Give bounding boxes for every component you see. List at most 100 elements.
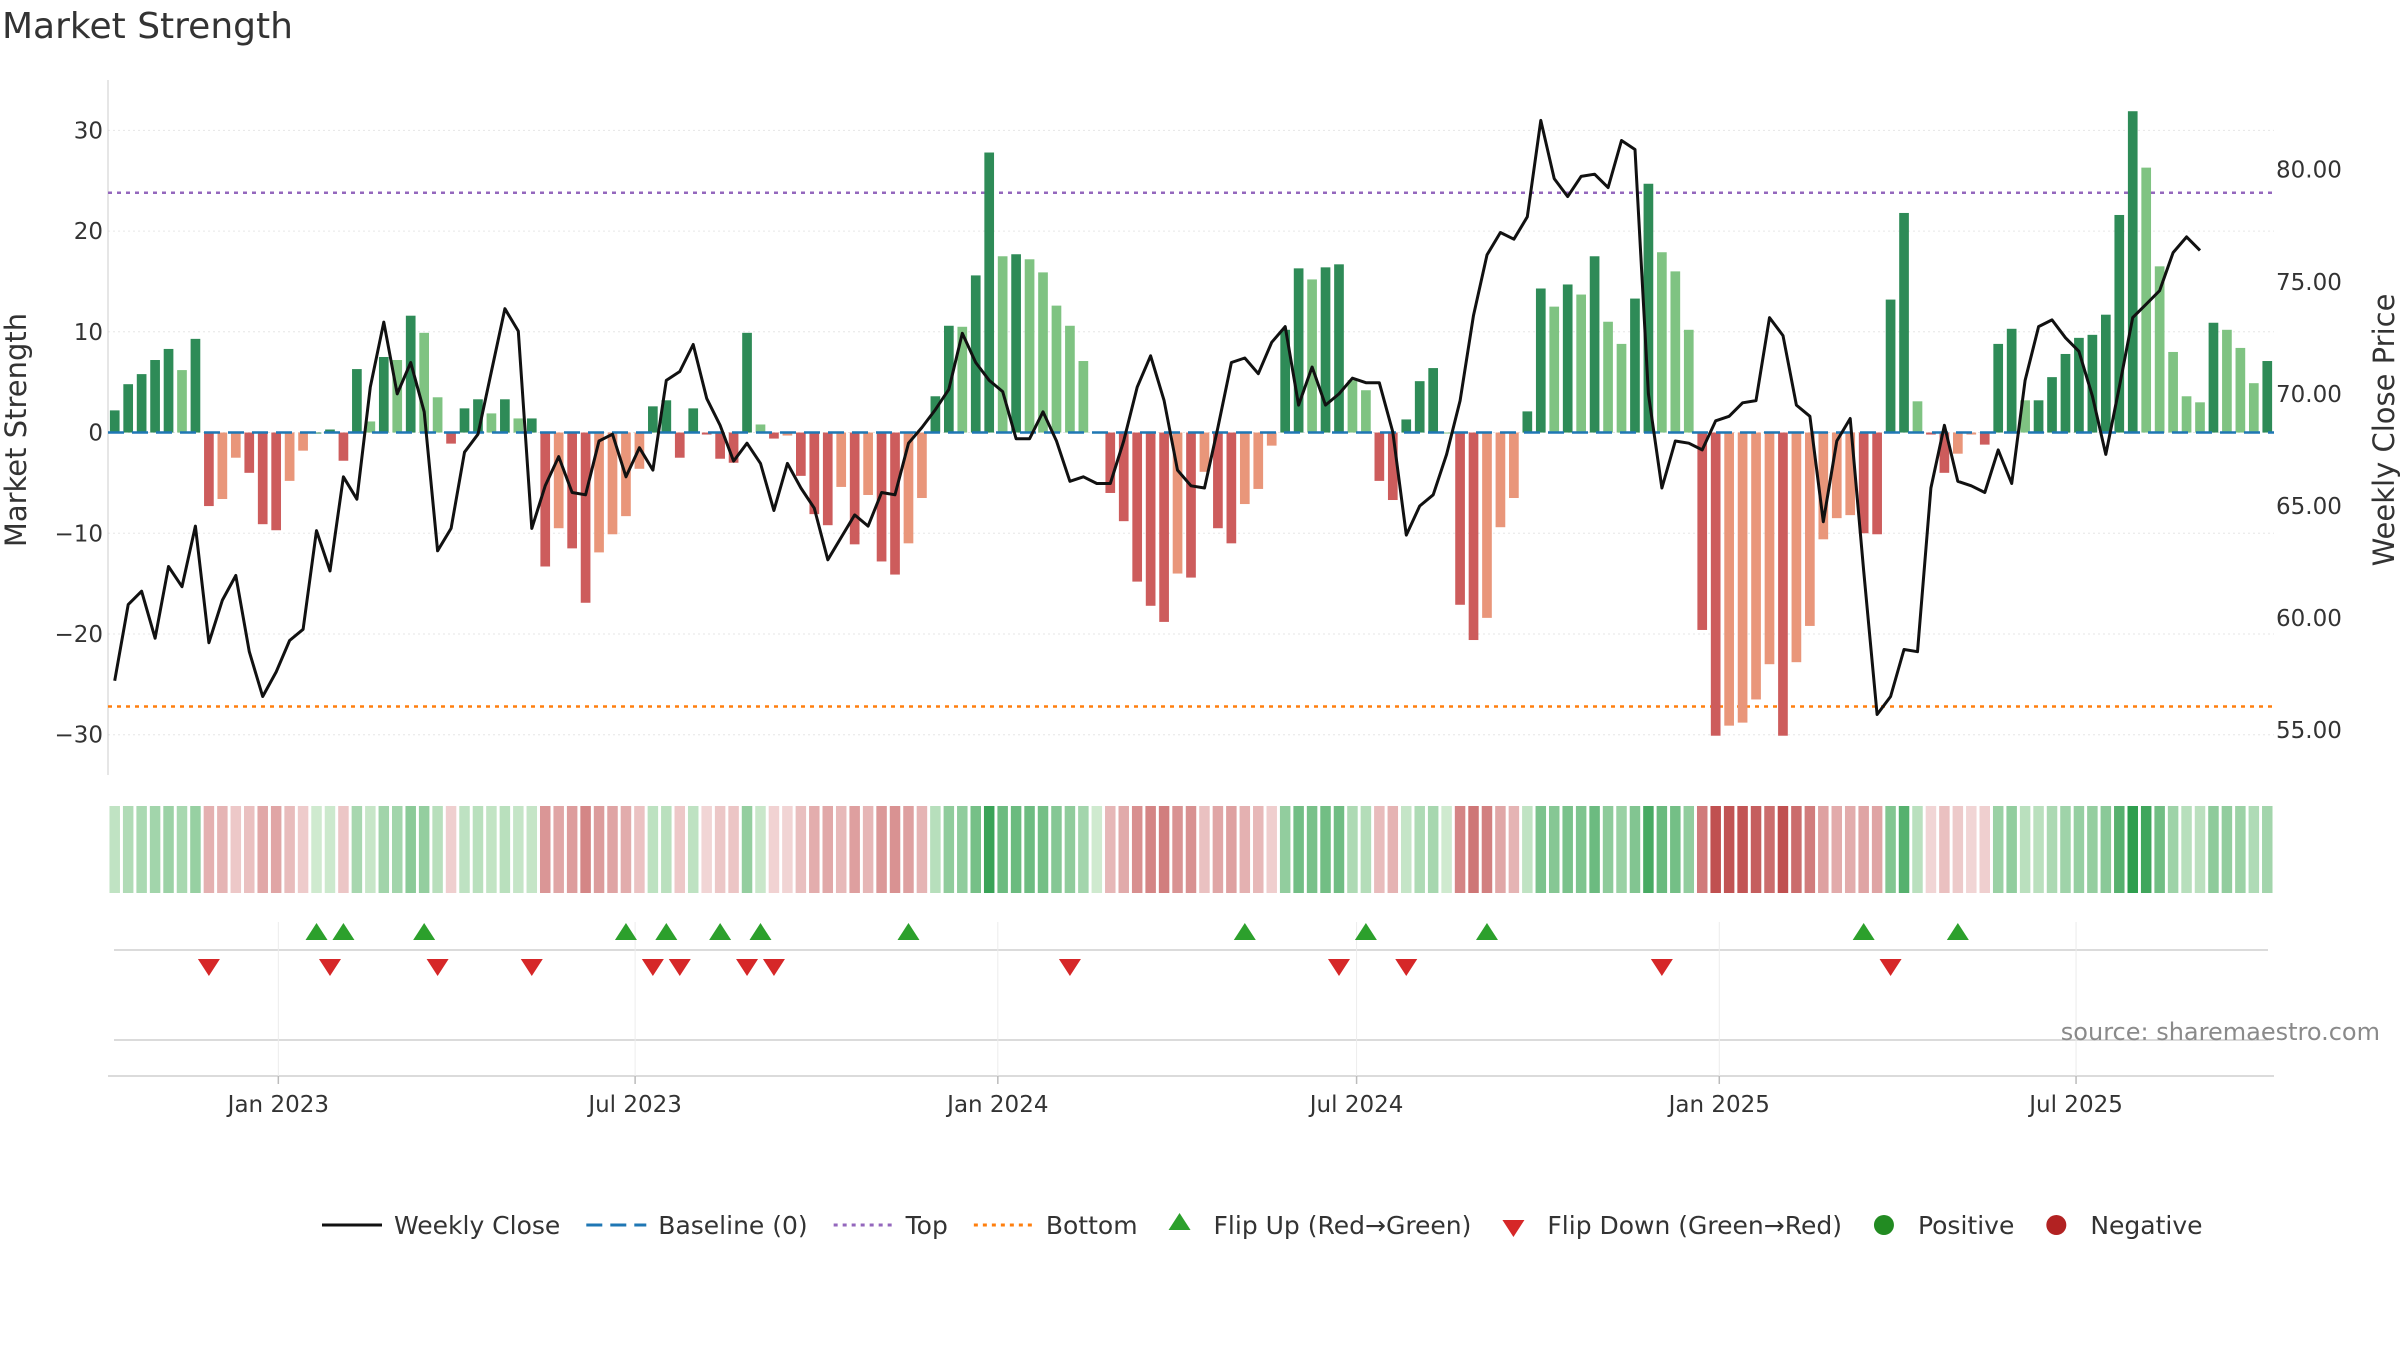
y-tick-label: 10 [74, 320, 103, 346]
heat-cell [1898, 806, 1910, 893]
strength-bar [1657, 252, 1667, 433]
strength-bar [123, 384, 134, 433]
heat-cell [1804, 806, 1816, 893]
flip-up-marker [897, 923, 920, 940]
y-right-tick-label: 65.00 [2276, 494, 2342, 520]
heat-cell [1764, 806, 1775, 893]
strength-bar [2020, 400, 2030, 433]
heat-cell [270, 806, 282, 893]
heat-cell [486, 806, 497, 893]
heat-cell [2235, 806, 2246, 893]
heat-cell [849, 806, 860, 893]
heat-cell [1306, 806, 1318, 893]
strength-bar [217, 432, 228, 500]
flip-up-icon [1168, 1213, 1191, 1230]
heat-cell [795, 806, 807, 893]
strength-bar [836, 432, 847, 487]
heat-cell [2127, 806, 2138, 893]
strength-bar [1791, 432, 1802, 663]
heat-cell [1535, 806, 1547, 893]
flip-down-marker [426, 959, 449, 976]
heat-cell [930, 806, 941, 893]
flip-up-marker [332, 923, 355, 940]
strength-bar [1724, 432, 1734, 726]
strength-bar [607, 432, 618, 535]
flip-up-marker [1233, 923, 1256, 940]
heat-cell [1051, 806, 1062, 893]
heat-cell [1858, 806, 1869, 893]
strength-bar [890, 432, 900, 575]
strength-bar [674, 432, 685, 458]
strength-bar [1401, 419, 1412, 433]
heat-cell [1643, 806, 1654, 893]
strength-bar [1253, 432, 1264, 489]
strength-bar [311, 432, 322, 434]
heat-cell [230, 806, 242, 893]
strength-bar [1065, 325, 1075, 433]
heat-cell [1347, 806, 1358, 893]
heat-cell [1333, 806, 1345, 893]
heat-cell [338, 806, 349, 893]
strength-bar [648, 406, 658, 433]
y-right-tick-label: 60.00 [2276, 606, 2342, 632]
strength-bar [1899, 212, 1909, 433]
heat-cell [1925, 806, 1937, 893]
strength-bar [1751, 432, 1761, 700]
strength-bar [338, 432, 349, 461]
strength-bar [1172, 432, 1183, 574]
strength-bar [1630, 298, 1640, 433]
heat-cell [862, 806, 874, 893]
heat-cell [1912, 806, 1923, 893]
flip-up-marker [1475, 923, 1498, 940]
strength-bar [2181, 396, 2192, 433]
heat-cell [1522, 806, 1533, 893]
heat-cell [2033, 806, 2044, 893]
strength-bar [2222, 329, 2232, 433]
strength-bar [796, 432, 806, 476]
heat-cell [1508, 806, 1520, 893]
flip-down-marker [668, 959, 691, 976]
heat-cell [714, 806, 726, 893]
strength-bar [1468, 432, 1479, 641]
strength-bar [1387, 432, 1398, 501]
heat-cell [1670, 806, 1681, 893]
heat-cell [1589, 806, 1600, 893]
heat-cell [1629, 806, 1641, 893]
heat-cell [1939, 806, 1950, 893]
heat-cell [1750, 806, 1762, 893]
strength-bar [109, 410, 120, 433]
strength-bar [1361, 390, 1371, 433]
strength-bar [742, 332, 752, 433]
heat-cell [1078, 806, 1089, 893]
heat-cell [459, 806, 470, 893]
legend-label: Flip Down (Green→Red) [1547, 1211, 1842, 1240]
y-tick-label: 30 [74, 118, 103, 144]
heat-cell [1293, 806, 1304, 893]
heat-cell [1320, 806, 1331, 893]
strength-bar [378, 356, 389, 433]
flip-up-marker [709, 923, 732, 940]
strength-bar [688, 408, 699, 433]
strength-bar [1011, 254, 1021, 433]
heat-cell [1226, 806, 1237, 893]
heat-cell [674, 806, 686, 893]
y-right-tick-label: 70.00 [2276, 382, 2342, 408]
strength-bar [1805, 432, 1815, 626]
heat-cell [1158, 806, 1170, 893]
strength-bar [1831, 432, 1842, 519]
heat-cell [1253, 806, 1264, 893]
heat-cell [1710, 806, 1721, 893]
heat-cell [2154, 806, 2165, 893]
strength-bar [257, 432, 268, 525]
strength-bar [1266, 432, 1277, 446]
heat-cell [284, 806, 295, 893]
y-right-tick-label: 55.00 [2276, 718, 2342, 744]
heat-cell [1791, 806, 1802, 893]
flip-up-marker [614, 923, 637, 940]
heat-cell [378, 806, 390, 893]
heat-cell [1064, 806, 1076, 893]
heat-cell [257, 806, 268, 893]
strength-bar [1616, 343, 1627, 433]
strength-bar [1159, 432, 1169, 622]
strength-bar [1428, 368, 1439, 433]
